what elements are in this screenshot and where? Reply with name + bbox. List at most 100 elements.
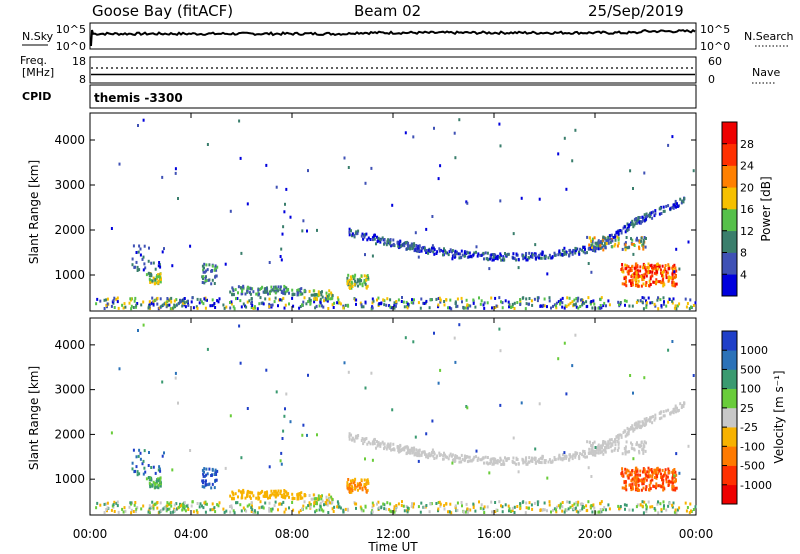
power-echo [319,300,322,304]
power-echo [116,296,119,300]
velocity-echo [237,489,240,493]
velocity-echo [637,488,640,492]
velocity-echo [635,442,638,446]
power-echo [694,301,697,305]
power-echo [562,252,565,256]
velocity-frame [89,317,697,516]
velocity-echo [602,440,605,443]
velocity-echo [561,505,564,509]
power-echo [456,297,459,301]
power-echo [575,305,578,309]
velocity-echo [636,426,639,430]
power-echo [175,298,178,302]
power-echo [354,273,357,277]
velocity-echo [158,465,161,469]
time-axis-title: Time UT [367,540,418,554]
power-echo [631,280,634,284]
station-title: Goose Bay (fitACF) [92,2,233,20]
power-echo [658,265,661,269]
power-echo [129,297,132,301]
power-echo [649,277,652,281]
velocity-echo [425,504,428,507]
velocity-echo [609,445,612,449]
velocity-echo [192,510,195,514]
power-echo [166,297,169,300]
velocity-echo [639,503,642,507]
power-echo [625,280,627,284]
colorbar-cell [722,143,737,166]
power-echo [279,285,282,289]
power-echo [646,214,649,218]
velocity-echo [347,478,350,481]
power-echo [483,306,486,310]
velocity-echo [300,491,303,495]
velocity-echo [574,455,577,459]
velocity-echo [642,470,644,474]
power-echo [350,277,353,281]
power-echo [371,306,374,310]
velocity-echo [583,505,586,509]
velocity-echo [346,481,349,485]
power-echo [638,239,641,243]
colorbar-tick-label: -1000 [740,479,772,492]
velocity-echo [425,453,428,457]
power-echo [474,305,477,309]
power-echo [363,274,366,278]
velocity-echo [585,504,588,508]
velocity-echo [673,510,676,514]
power-echo [350,286,353,290]
velocity-echo [582,450,585,454]
power-echo [250,297,253,300]
velocity-echo [149,511,151,514]
power-echo [642,218,645,222]
velocity-echo [319,495,322,499]
power-echo [654,209,657,213]
velocity-echo [493,457,496,461]
power-echo [229,301,231,304]
velocity-echo [403,448,406,452]
velocity-echo [399,448,402,452]
velocity-echo [431,419,434,423]
velocity-echo [152,465,155,469]
power-echo [468,255,471,259]
power-echo [525,297,528,301]
power-echo [472,301,475,305]
velocity-echo [249,491,252,495]
velocity-echo [372,503,375,507]
power-echo [325,294,328,298]
power-echo [624,246,627,250]
velocity-echo [419,510,422,514]
velocity-echo [360,507,363,511]
power-echo [634,277,637,281]
velocity-echo [423,506,426,509]
power-echo [492,255,495,259]
velocity-echo [176,507,178,511]
velocity-echo [299,496,302,500]
power-echo [148,303,151,307]
velocity-echo [620,435,623,439]
velocity-echo [360,483,363,487]
power-echo [274,285,277,289]
velocity-echo [142,504,145,508]
power-echo [643,275,646,279]
velocity-echo [641,500,644,504]
power-echo [663,283,666,287]
power-echo [617,300,620,304]
velocity-echo [439,502,442,506]
velocity-echo [615,435,618,439]
velocity-echo [249,495,251,499]
power-echo [436,250,439,254]
power-echo [283,210,286,214]
power-echo [373,237,376,241]
velocity-echo [428,510,431,514]
range-tick-label: 4000 [54,338,85,352]
velocity-echo [456,501,459,505]
power-echo [413,244,416,248]
velocity-echo [143,466,146,470]
velocity-echo [539,508,542,512]
velocity-echo [482,456,485,460]
velocity-echo [551,459,554,463]
velocity-echo [645,509,648,513]
velocity-echo [250,510,253,513]
velocity-echo [665,477,668,481]
